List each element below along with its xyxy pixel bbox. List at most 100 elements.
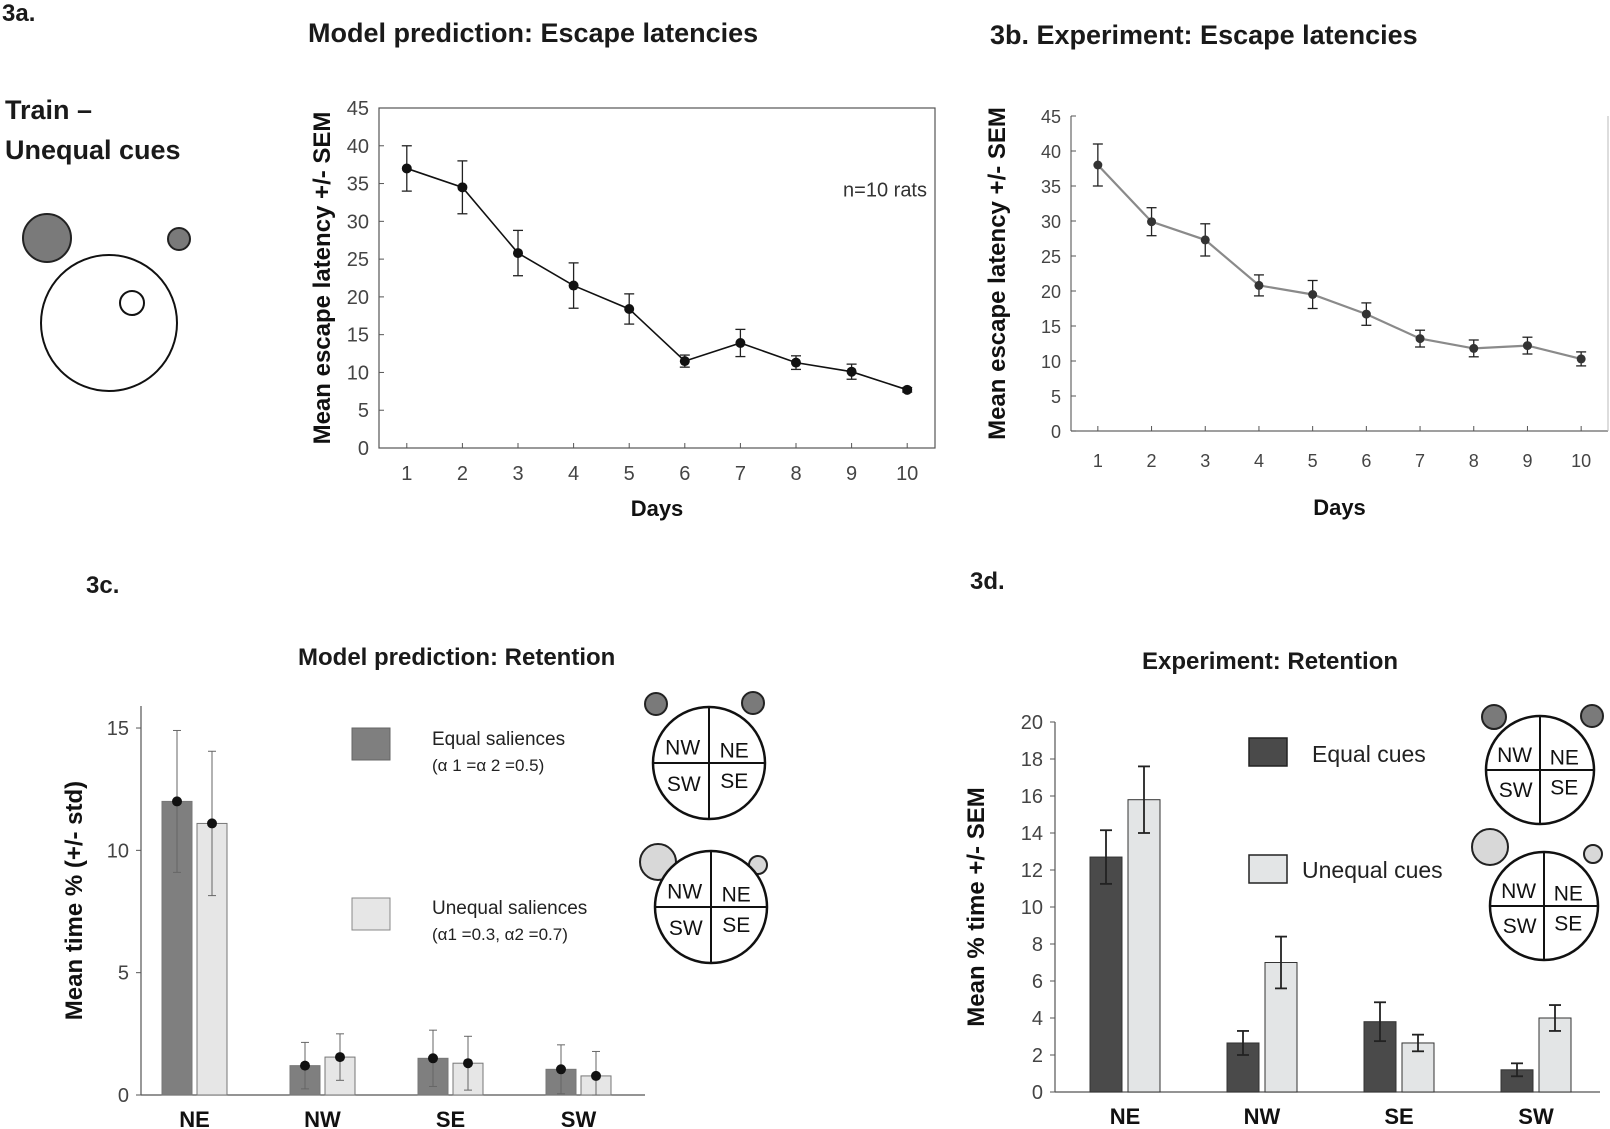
y-tick-label: 20 (1021, 712, 1043, 734)
y-axis-title: Mean escape latency +/- SEM (309, 112, 336, 445)
quadrant-label-se: SE (720, 770, 748, 793)
legend-label-unequal: Unequal saliences (432, 898, 587, 919)
category-label: SE (436, 1107, 465, 1129)
quadrant-label-ne: NE (720, 739, 749, 762)
x-tick-label: 3 (512, 463, 523, 485)
mean-point (591, 1070, 601, 1081)
legend-swatch-unequal (351, 897, 391, 931)
data-point (1308, 290, 1318, 299)
mean-point (556, 1064, 566, 1075)
data-point (735, 337, 746, 348)
legend-label-unequal: Unequal cues (1302, 857, 1443, 883)
quadrant-label-se: SE (1554, 912, 1582, 935)
x-tick-label: 1 (401, 463, 412, 485)
x-tick-label: 4 (568, 463, 579, 485)
y-tick-label: 5 (1051, 387, 1061, 407)
data-point (1415, 334, 1425, 344)
data-point (1361, 309, 1371, 319)
legend-label-equal: Equal saliences (432, 729, 565, 750)
quadrant-label-se: SE (1550, 776, 1578, 799)
quadrant-label-nw: NW (1497, 744, 1532, 767)
annotation-n: n=10 rats (843, 179, 927, 201)
quadrant-label-se: SE (722, 914, 750, 937)
data-point (902, 384, 913, 395)
data-point (1254, 280, 1264, 290)
quadrant-label-sw: SW (1503, 915, 1537, 938)
category-label: NE (179, 1107, 210, 1129)
chart-title-3b: 3b. Experiment: Escape latencies (990, 20, 1418, 50)
y-tick-label: 5 (358, 400, 369, 422)
mean-point (428, 1053, 438, 1064)
category-label: NE (1110, 1104, 1141, 1129)
mean-point (300, 1060, 310, 1071)
x-tick-label: 2 (457, 463, 468, 485)
y-tick-label: 40 (1041, 142, 1061, 162)
series-line (406, 167, 908, 391)
y-tick-label: 25 (347, 249, 369, 271)
y-tick-label: 0 (118, 1085, 129, 1107)
y-axis-title: Mean time % (+/- std) (61, 781, 88, 1020)
y-tick-label: 20 (347, 287, 369, 309)
y-tick-label: 8 (1032, 934, 1043, 956)
y-tick-label: 15 (107, 718, 129, 740)
y-tick-label: 15 (1041, 317, 1061, 337)
panel-label-3d: 3d. (970, 568, 1005, 595)
cue-icon-c-equal-1 (741, 691, 765, 715)
mean-point (207, 818, 217, 829)
bar-ne-unequal (1127, 799, 1161, 1093)
cue-icon-d-equal-0 (1481, 704, 1507, 730)
y-tick-label: 45 (1041, 107, 1061, 127)
quadrant-label-sw: SW (667, 773, 701, 796)
x-tick-label: 1 (1093, 451, 1103, 471)
x-tick-label: 10 (1571, 451, 1591, 471)
y-tick-label: 40 (347, 136, 369, 158)
y-tick-label: 10 (347, 362, 369, 384)
cue-icon-d-equal-1 (1580, 704, 1604, 728)
cue-icon-d-unequal-0 (1471, 828, 1509, 866)
y-tick-label: 14 (1021, 823, 1043, 845)
category-label: SW (1518, 1104, 1554, 1129)
y-tick-label: 10 (1021, 897, 1043, 919)
bar-ne-equal (1089, 856, 1123, 1093)
data-point (1576, 354, 1586, 364)
legend-sub-unequal: (α1 =0.3, α2 =0.7) (432, 925, 568, 944)
quadrant-label-sw: SW (1499, 779, 1533, 802)
chart-title-3a: Model prediction: Escape latencies (308, 18, 759, 48)
y-tick-label: 25 (1041, 247, 1061, 267)
y-tick-label: 16 (1021, 786, 1043, 808)
data-point (624, 303, 635, 314)
train-label-line2: Unequal cues (5, 135, 181, 165)
cue-icon-d-unequal-1 (1583, 844, 1603, 864)
legend-swatch-equal (351, 727, 391, 761)
x-tick-label: 9 (1522, 451, 1532, 471)
quadrant-label-nw: NW (665, 737, 700, 760)
x-axis-title: Days (1313, 495, 1366, 520)
train-label-line1: Train – (5, 95, 93, 125)
x-tick-label: 8 (790, 463, 801, 485)
x-tick-label: 4 (1254, 451, 1264, 471)
legend-sub-equal: (α 1 =α 2 =0.5) (432, 756, 544, 775)
plot-frame (378, 107, 936, 449)
panel-label-3a: 3a. (2, 0, 36, 27)
x-tick-label: 6 (1361, 451, 1371, 471)
y-tick-label: 0 (358, 438, 369, 460)
legend-swatch-equal (1248, 737, 1288, 767)
quadrant-label-ne: NE (1554, 883, 1583, 906)
y-tick-label: 45 (347, 98, 369, 120)
y-tick-label: 35 (347, 174, 369, 196)
chart-title-3c: Model prediction: Retention (298, 644, 616, 671)
y-tick-label: 12 (1021, 860, 1043, 882)
x-tick-label: 6 (679, 463, 690, 485)
data-point (846, 366, 857, 377)
legend-label-equal: Equal cues (1312, 741, 1426, 767)
x-tick-label: 10 (896, 463, 918, 485)
y-tick-label: 10 (1041, 352, 1061, 372)
y-tick-label: 2 (1032, 1045, 1043, 1067)
quadrant-label-nw: NW (667, 881, 702, 904)
y-tick-label: 20 (1041, 282, 1061, 302)
data-point (1469, 343, 1479, 353)
x-tick-label: 3 (1200, 451, 1210, 471)
